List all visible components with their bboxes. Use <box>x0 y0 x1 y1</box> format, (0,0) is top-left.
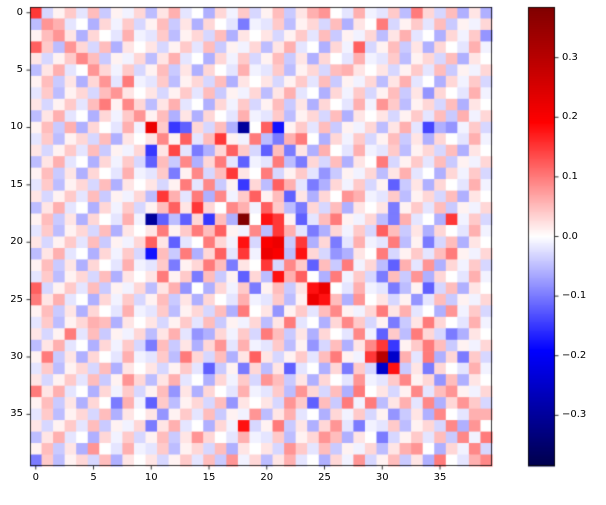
y-tick-label: 30 <box>10 350 23 362</box>
x-tick-label: 10 <box>144 472 158 483</box>
colorbar-tick-label: 0.1 <box>562 170 578 182</box>
y-tick-label: 20 <box>10 236 23 248</box>
colorbar-tick-label: 0.3 <box>562 51 578 63</box>
colorbar-tick-label: −0.2 <box>562 349 587 361</box>
x-tick-label: 35 <box>433 472 447 483</box>
x-tick-label: 0 <box>32 472 39 483</box>
colorbar-tick-label: 0.0 <box>562 230 578 242</box>
y-tick-label: 5 <box>16 64 23 76</box>
x-tick-label: 25 <box>318 472 331 483</box>
x-tick-label: 15 <box>202 472 216 483</box>
y-tick-label: 15 <box>10 178 23 190</box>
x-tick-label: 30 <box>375 472 389 483</box>
colorbar-tick-label: −0.1 <box>562 290 587 302</box>
y-tick-label: 0 <box>16 6 23 18</box>
colorbar-tick-label: −0.3 <box>562 409 587 421</box>
y-tick-label: 10 <box>10 121 23 133</box>
colorbar-tick-label: 0.2 <box>562 111 578 123</box>
y-tick-label: 25 <box>10 293 23 305</box>
y-tick-label: 35 <box>10 408 23 420</box>
x-tick-label: 5 <box>90 472 97 483</box>
x-tick-label: 20 <box>260 472 274 483</box>
